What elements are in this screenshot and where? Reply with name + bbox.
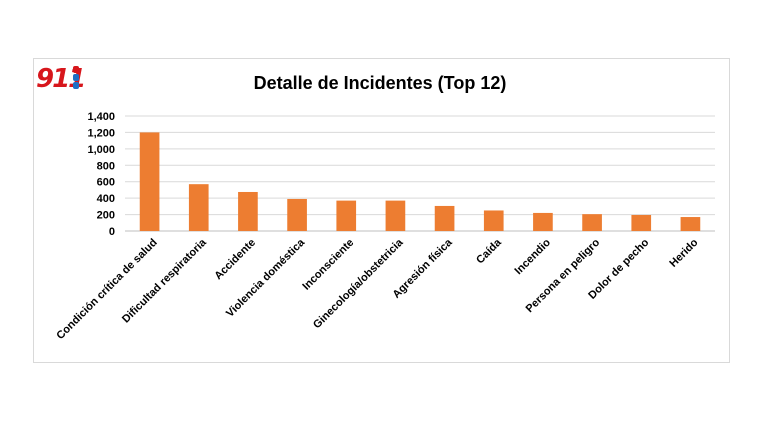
bar: [238, 191, 258, 231]
x-tick-label: Condición crítica de salud: [54, 237, 159, 342]
x-tick-label: Inconsciente: [300, 237, 356, 293]
y-tick-label: 1,000: [87, 144, 115, 156]
y-tick-label: 600: [97, 177, 115, 189]
bar: [483, 210, 504, 231]
y-tick-label: 1,400: [87, 111, 115, 123]
bar: [139, 132, 160, 231]
x-tick-label: Caída: [474, 236, 504, 266]
bar: [188, 184, 209, 231]
x-tick-label: Accidente: [212, 237, 258, 283]
y-tick-label: 1,200: [87, 127, 115, 139]
y-tick-label: 400: [97, 193, 115, 205]
x-tick-label: Incendio: [513, 236, 554, 277]
bar: [680, 217, 701, 231]
bar: [336, 200, 357, 231]
bar: [385, 200, 406, 231]
bar: [434, 205, 455, 231]
y-tick-label: 800: [97, 160, 115, 172]
logo: 911: [36, 64, 86, 96]
bar: [287, 198, 307, 231]
911-logo-icon: [73, 66, 80, 89]
chart-title: Detalle de Incidentes (Top 12): [253, 73, 507, 93]
bar: [582, 214, 602, 231]
x-tick-label: Herido: [667, 236, 700, 269]
y-tick-label: 0: [109, 226, 115, 238]
bar: [533, 212, 553, 231]
x-tick-label: Ginecología/obstetricia: [311, 236, 406, 331]
x-tick-label: Dificultad respiratoria: [120, 236, 210, 326]
y-tick-label: 200: [97, 210, 115, 222]
bar: [631, 214, 652, 231]
